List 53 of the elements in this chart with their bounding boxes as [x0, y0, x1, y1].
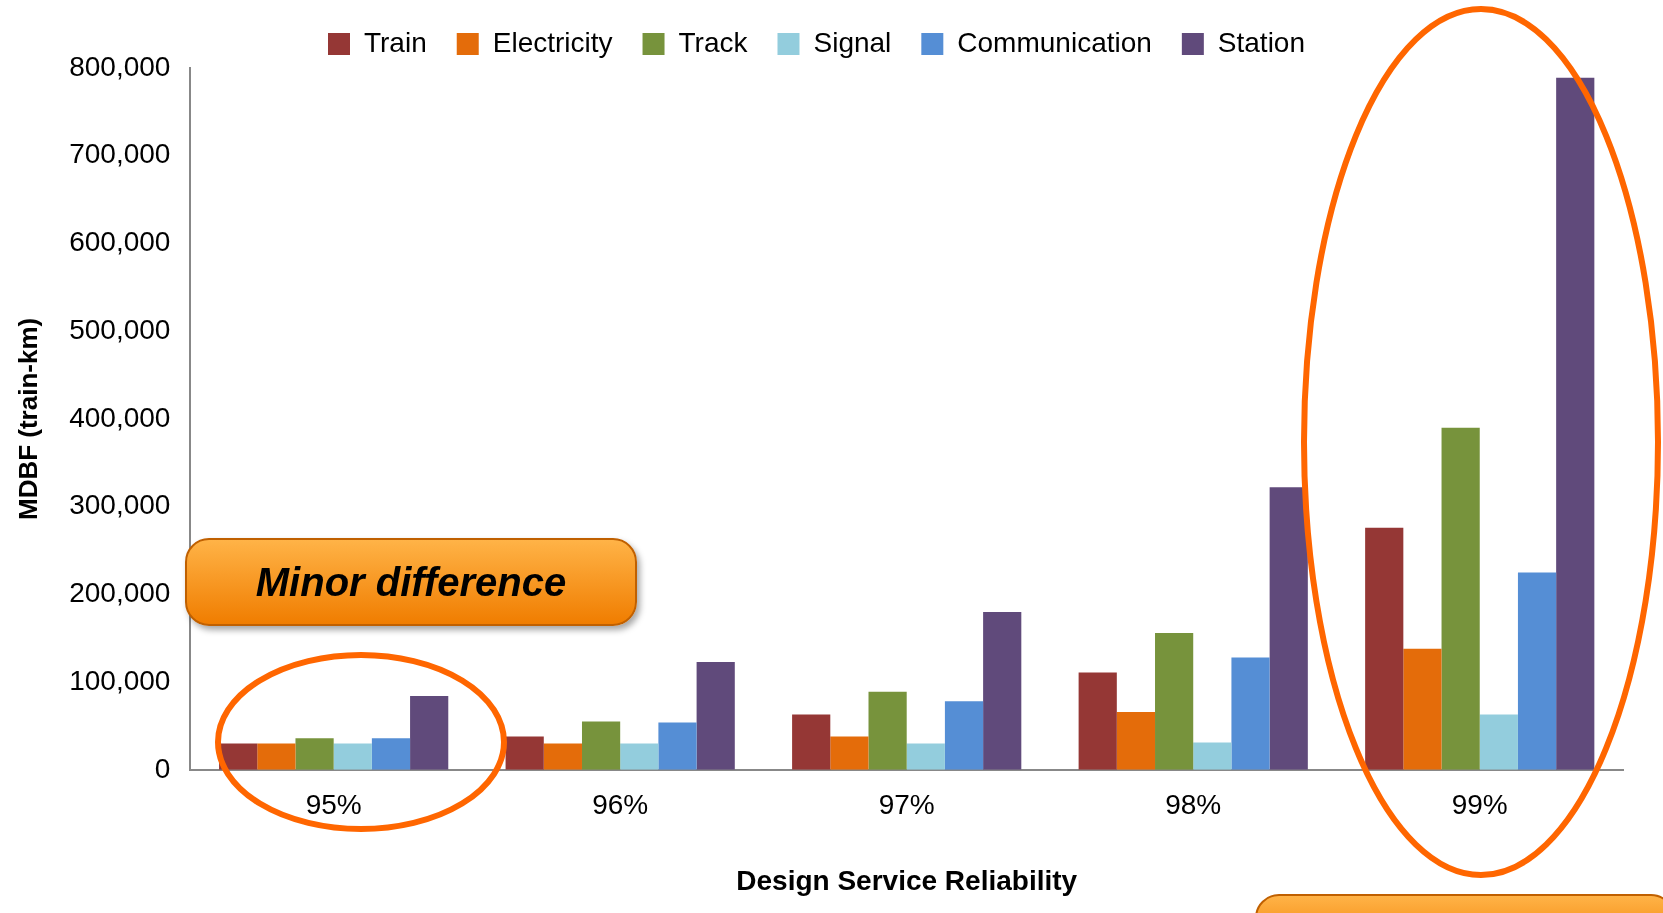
bar	[1441, 427, 1480, 770]
bar	[792, 714, 831, 770]
legend-label: Track	[678, 26, 749, 58]
bar	[1231, 657, 1270, 770]
x-axis-title: Design Service Reliability	[736, 864, 1078, 896]
legend-label: Train	[363, 26, 427, 58]
bar	[1479, 714, 1518, 770]
bar	[944, 701, 984, 770]
bar	[868, 691, 907, 770]
bar	[505, 736, 544, 770]
x-tick-label: 95%	[305, 789, 362, 821]
bar	[1517, 572, 1557, 770]
x-tick-label: 96%	[592, 789, 649, 821]
y-tick-label: 0	[154, 752, 171, 784]
bar	[1403, 648, 1442, 770]
bar	[1193, 742, 1232, 770]
y-tick-label: 100,000	[69, 664, 171, 696]
x-tick-label: 98%	[1165, 789, 1222, 821]
bar	[543, 743, 582, 770]
bar	[1155, 632, 1194, 770]
y-axis-title: MDBF (train-km)	[12, 317, 43, 521]
x-tick-label: 97%	[878, 789, 935, 821]
legend-label: Signal	[813, 26, 892, 58]
bar	[620, 743, 659, 770]
bar	[1078, 672, 1117, 770]
bar	[830, 736, 869, 770]
legend-label: Station	[1217, 26, 1306, 58]
y-tick-label: 600,000	[69, 226, 171, 258]
bar	[1116, 711, 1156, 770]
bar	[410, 696, 449, 770]
y-tick-label: 300,000	[69, 489, 171, 521]
callout-box: Minor difference	[185, 538, 637, 626]
x-tick-label: 99%	[1451, 789, 1508, 821]
y-tick-label: 200,000	[69, 577, 171, 609]
bar	[1269, 487, 1308, 770]
y-tick-label: 800,000	[69, 50, 171, 82]
bar	[1556, 77, 1595, 770]
bar	[696, 661, 735, 770]
annotation: Minor difference	[255, 559, 567, 605]
legend-label: Communication	[957, 26, 1152, 58]
bar	[906, 743, 945, 770]
y-tick-label: 400,000	[69, 401, 171, 433]
bar	[257, 743, 296, 770]
bar	[295, 738, 334, 770]
y-tick-label: 700,000	[69, 138, 171, 170]
bar	[658, 722, 697, 770]
bar	[581, 721, 621, 770]
bar	[333, 743, 372, 770]
bar	[1365, 527, 1404, 770]
legend-label: Electricity	[492, 26, 613, 58]
bar	[983, 611, 1022, 770]
bar	[371, 738, 411, 770]
y-tick-label: 500,000	[69, 313, 171, 345]
